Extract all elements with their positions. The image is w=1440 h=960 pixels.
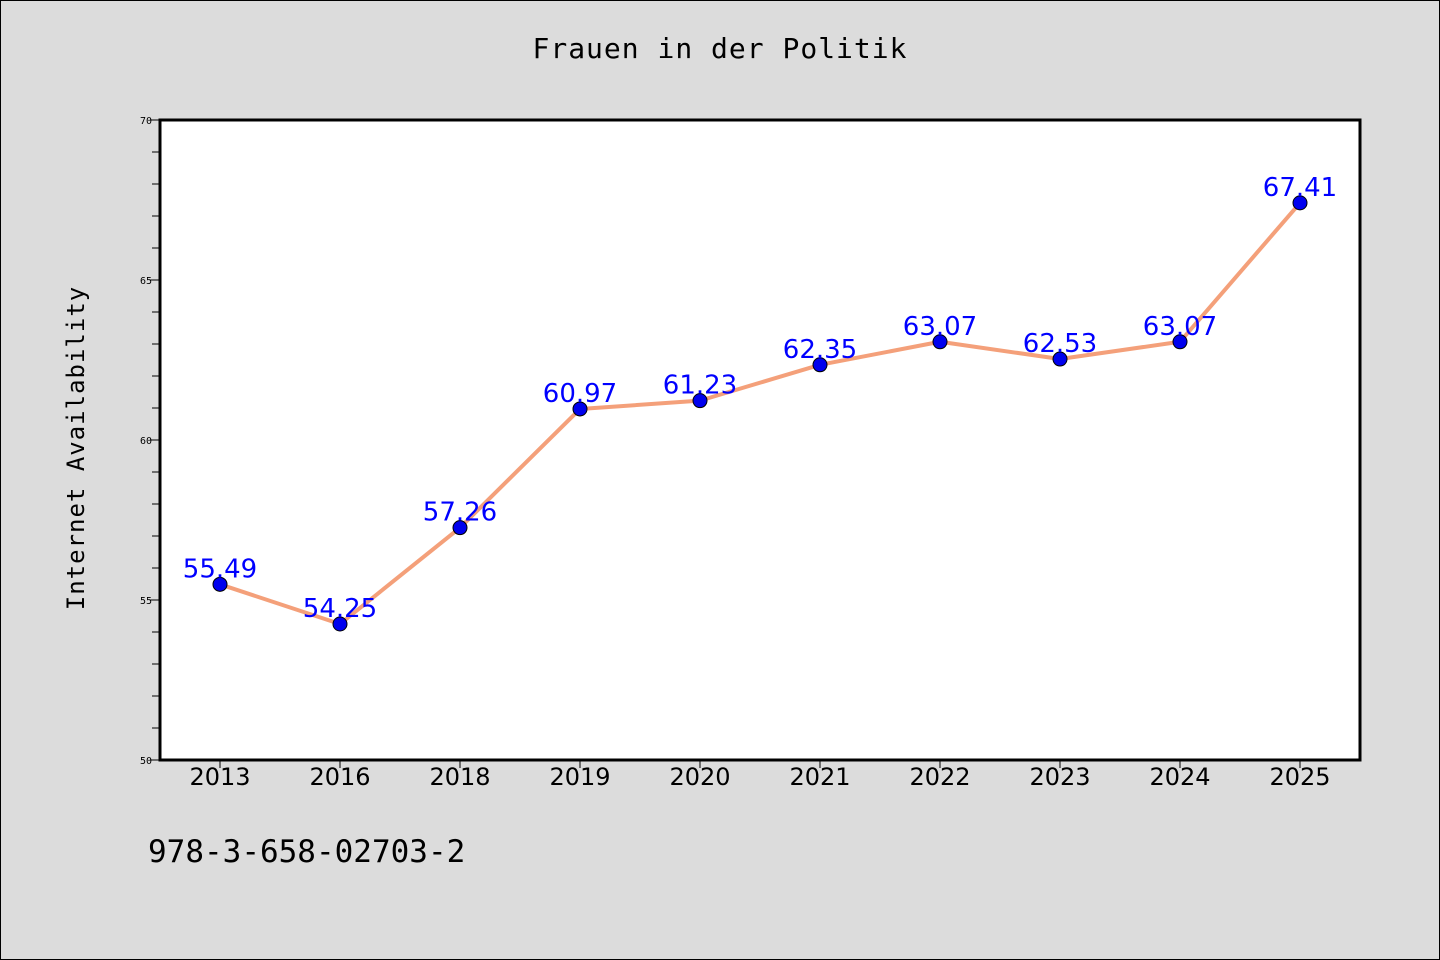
- chart-title: Frauen in der Politik: [532, 32, 908, 65]
- data-label: 62.35: [783, 335, 857, 365]
- data-point: [1292, 195, 1308, 211]
- data-label: 57.26: [423, 498, 497, 528]
- data-point: [692, 393, 708, 409]
- data-point: [812, 357, 828, 373]
- data-label: 62.53: [1023, 329, 1097, 359]
- data-label: 60.97: [543, 379, 617, 409]
- y-axis-ticks: 50 55 60 65 70: [140, 116, 160, 767]
- data-label: 61.23: [663, 371, 737, 401]
- data-labels: 55.49 54.25 57.26 60.97 61.23 62.35 63.07 62.53…: [183, 173, 1337, 624]
- footer-code: 978-3-658-02703-2: [148, 834, 466, 870]
- y-tick-label: 55: [140, 596, 152, 607]
- x-tick-label: 2022: [909, 763, 970, 791]
- series-line: [219, 201, 1302, 626]
- x-tick-label: 2025: [1269, 763, 1330, 791]
- x-tick-label: 2024: [1149, 763, 1210, 791]
- y-tick-label: 70: [140, 116, 152, 127]
- x-tick-label: 2016: [309, 763, 370, 791]
- data-label: 67.41: [1263, 173, 1337, 203]
- y-tick-label: 50: [140, 756, 152, 767]
- data-point: [1052, 351, 1068, 367]
- x-tick-label: 2021: [789, 763, 850, 791]
- data-point: [452, 520, 468, 536]
- plot-frame: [158, 118, 1362, 762]
- x-tick-label: 2023: [1029, 763, 1090, 791]
- x-axis-ticks: 2013 2016 2018 2019 2020 2021 2022 2023 2024 2025: [189, 760, 1331, 791]
- x-tick-label: 2013: [189, 763, 250, 791]
- x-tick-label: 2020: [669, 763, 730, 791]
- data-label: 54.25: [303, 594, 377, 624]
- y-tick-label: 60: [140, 436, 152, 447]
- data-point: [332, 616, 348, 632]
- data-label: 63.07: [903, 312, 977, 342]
- data-point: [572, 401, 588, 417]
- data-label: 63.07: [1143, 312, 1217, 342]
- series-layer: [212, 195, 1308, 632]
- data-point: [212, 576, 228, 592]
- data-point: [932, 334, 948, 350]
- data-point: [1172, 334, 1188, 350]
- data-label: 55.49: [183, 554, 257, 584]
- plot-area: [160, 120, 1360, 760]
- y-tick-label: 65: [140, 276, 152, 287]
- x-tick-label: 2018: [429, 763, 490, 791]
- x-tick-label: 2019: [549, 763, 610, 791]
